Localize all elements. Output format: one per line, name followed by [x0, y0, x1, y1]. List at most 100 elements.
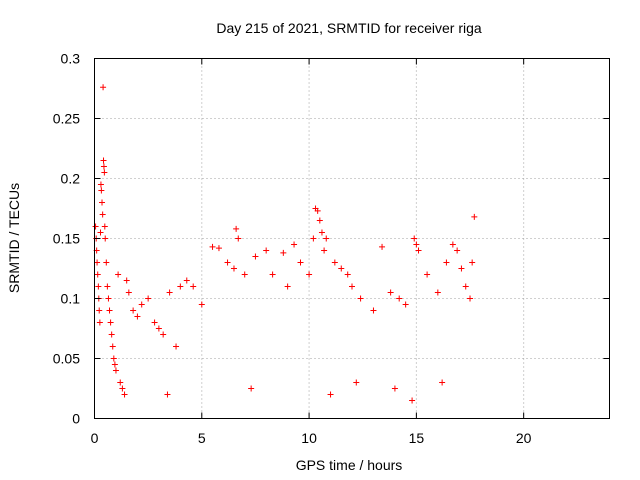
data-point: [235, 235, 242, 242]
data-point: [467, 295, 474, 302]
data-point: [99, 211, 106, 218]
data-point: [391, 385, 398, 392]
data-point: [183, 277, 190, 284]
data-point: [198, 301, 205, 308]
data-point: [280, 249, 287, 256]
data-point: [119, 385, 126, 392]
x-axis-tick-labels: 0 5 10 15 20: [91, 430, 532, 446]
data-point: [111, 361, 118, 368]
y-tick-label: 0.2: [61, 171, 81, 187]
data-point: [121, 391, 128, 398]
x-tick-label: 10: [301, 430, 317, 446]
data-point: [338, 265, 345, 272]
data-point: [469, 259, 476, 266]
data-point: [96, 319, 103, 326]
data-point: [99, 199, 106, 206]
data-point: [134, 313, 141, 320]
data-point: [269, 271, 276, 278]
data-point: [109, 343, 116, 350]
data-point: [396, 295, 403, 302]
axis-ticks: [94, 58, 610, 419]
data-point: [318, 229, 325, 236]
x-tick-label: 5: [198, 430, 206, 446]
data-point: [177, 283, 184, 290]
data-point: [241, 271, 248, 278]
data-point: [230, 265, 237, 272]
data-point: [434, 289, 441, 296]
x-tick-label: 20: [516, 430, 532, 446]
data-point: [145, 295, 152, 302]
data-point: [402, 301, 409, 308]
data-point: [125, 289, 132, 296]
data-point: [190, 283, 197, 290]
y-tick-label: 0: [72, 411, 80, 427]
data-point: [115, 271, 122, 278]
data-point: [357, 295, 364, 302]
data-point: [95, 283, 102, 290]
data-point: [117, 379, 124, 386]
data-point: [100, 157, 107, 164]
data-point: [164, 391, 171, 398]
data-point: [387, 289, 394, 296]
data-point: [104, 283, 111, 290]
data-point: [248, 385, 255, 392]
data-point: [379, 243, 386, 250]
y-tick-label: 0.1: [61, 291, 81, 307]
data-point: [101, 169, 108, 176]
y-tick-label: 0.15: [53, 231, 80, 247]
y-axis-tick-labels: 0 0.05 0.1 0.15 0.2 0.25 0.3: [53, 51, 80, 427]
data-point: [327, 391, 334, 398]
data-point: [215, 245, 222, 252]
data-point: [151, 319, 158, 326]
data-point: [443, 259, 450, 266]
data-point: [100, 163, 107, 170]
data-point: [103, 259, 110, 266]
data-point: [252, 253, 259, 260]
data-point: [306, 271, 313, 278]
y-axis-label: SRMTID / TECUs: [6, 183, 22, 293]
x-tick-label: 15: [409, 430, 425, 446]
data-point: [92, 223, 99, 230]
data-point: [209, 243, 216, 250]
data-point: [415, 247, 422, 254]
data-point: [331, 259, 338, 266]
data-point: [160, 331, 167, 338]
data-point: [353, 379, 360, 386]
data-point: [112, 367, 119, 374]
data-point: [316, 217, 323, 224]
data-point: [173, 343, 180, 350]
data-point: [97, 181, 104, 188]
data-point: [98, 187, 105, 194]
data-points: [92, 84, 478, 404]
data-point: [449, 241, 456, 248]
data-point: [106, 307, 113, 314]
data-point: [458, 265, 465, 272]
data-point: [314, 207, 321, 214]
data-point: [102, 235, 109, 242]
data-point: [291, 241, 298, 248]
data-point: [263, 247, 270, 254]
data-point: [108, 331, 115, 338]
data-point: [96, 307, 103, 314]
data-point: [224, 259, 231, 266]
data-point: [284, 283, 291, 290]
data-point: [97, 229, 104, 236]
data-point: [110, 355, 117, 362]
data-point: [349, 283, 355, 290]
data-point: [105, 295, 112, 302]
data-point: [370, 307, 377, 314]
data-point: [471, 213, 478, 220]
data-point: [107, 319, 114, 326]
data-point: [454, 247, 461, 254]
data-point: [462, 283, 469, 290]
data-point: [409, 397, 416, 404]
data-point: [94, 259, 101, 266]
data-point: [321, 247, 328, 254]
data-point: [297, 259, 304, 266]
data-point: [123, 277, 130, 284]
data-point: [344, 271, 351, 278]
data-point: [233, 225, 240, 232]
y-tick-label: 0.3: [61, 51, 81, 67]
data-point: [94, 271, 101, 278]
